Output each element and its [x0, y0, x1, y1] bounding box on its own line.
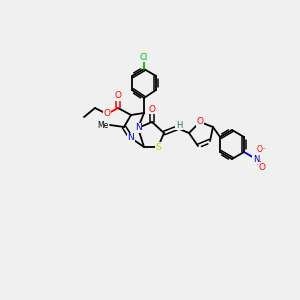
- Text: O: O: [259, 163, 266, 172]
- Text: Me: Me: [97, 121, 108, 130]
- Text: N: N: [253, 154, 259, 164]
- Text: O: O: [103, 110, 110, 118]
- Text: H: H: [176, 121, 182, 130]
- Text: O: O: [196, 118, 203, 127]
- Text: N: N: [128, 134, 134, 142]
- Text: O: O: [148, 104, 155, 113]
- Text: N: N: [135, 124, 141, 133]
- Text: O: O: [115, 92, 122, 100]
- Text: O⁻: O⁻: [257, 146, 267, 154]
- Text: S: S: [155, 142, 161, 152]
- Text: Cl: Cl: [140, 52, 148, 62]
